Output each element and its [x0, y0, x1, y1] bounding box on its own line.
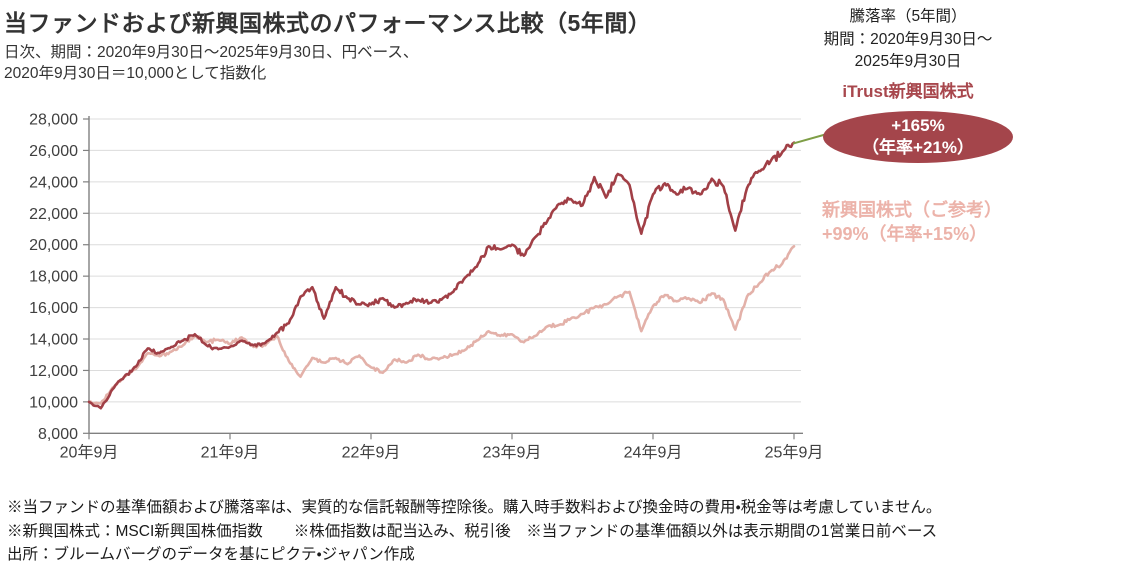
benchmark-return-label: 新興国株式（ご参考） +99%（年率+15%）	[822, 198, 1002, 246]
x-axis-label: 20年9月	[60, 443, 119, 461]
return-panel-period-line1: 期間：2020年9月30日～	[823, 30, 993, 48]
y-axis-label: 14,000	[29, 332, 78, 349]
chart-subtitle-line1: 日次、期間：2020年9月30日～2025年9月30日、円ベース、	[4, 44, 419, 61]
return-panel: 騰落率（5年間） 期間：2020年9月30日～ 2025年9月30日 iTrus…	[783, 6, 1033, 102]
return-panel-period-line2: 2025年9月30日	[854, 53, 962, 70]
y-axis-label: 18,000	[29, 269, 78, 286]
benchmark-return-value: +99%（年率+15%）	[822, 224, 988, 244]
chart-subtitle: 日次、期間：2020年9月30日～2025年9月30日、円ベース、 2020年9…	[4, 42, 651, 84]
y-axis-label: 8,000	[38, 426, 78, 443]
y-axis-label: 12,000	[29, 363, 78, 380]
footnote-line3: 出所：ブルームバーグのデータを基にピクテ・ジャパン作成	[7, 546, 415, 563]
fund-line-series	[87, 141, 796, 410]
x-axis-label: 25年9月	[765, 443, 824, 461]
y-axis-label: 26,000	[29, 143, 78, 160]
fund-name-label: iTrust新興国株式	[842, 81, 974, 101]
x-axis-label: 21年9月	[201, 443, 260, 461]
x-axis-label: 23年9月	[483, 443, 542, 461]
chart-subtitle-line2: 2020年9月30日＝10,000として指数化	[4, 65, 267, 82]
y-axis-label: 20,000	[29, 237, 78, 254]
chart-header: 当ファンドおよび新興国株式のパフォーマンス比較（5年間） 日次、期間：2020年…	[4, 4, 651, 84]
footnote-line1: ※当ファンドの基準価額および騰落率は、実質的な信託報酬等控除後。購入時手数料およ…	[7, 499, 942, 516]
y-axis-label: 24,000	[29, 174, 78, 191]
fund-return-annual: （年率+21%）	[862, 138, 974, 157]
x-axis-label: 22年9月	[342, 443, 401, 461]
callout-line	[792, 133, 828, 145]
chart-title: 当ファンドおよび新興国株式のパフォーマンス比較（5年間）	[4, 10, 652, 36]
fund-return-badge: +165% （年率+21%）	[823, 111, 1013, 163]
return-panel-title: 騰落率（5年間）	[849, 8, 967, 25]
footnotes: ※当ファンドの基準価額および騰落率は、実質的な信託報酬等控除後。購入時手数料およ…	[7, 496, 941, 567]
fund-return-value: +165%	[891, 116, 945, 135]
y-axis-label: 28,000	[29, 112, 78, 129]
index-line-series	[87, 245, 796, 405]
footnote-line2: ※新興国株式：MSCI新興国株価指数 ※株価指数は配当込み、税引後 ※当ファンド…	[7, 522, 938, 540]
y-axis-label: 16,000	[29, 300, 78, 317]
benchmark-name: 新興国株式（ご参考）	[822, 200, 1002, 220]
x-axis-label: 24年9月	[624, 443, 683, 461]
y-axis-label: 10,000	[29, 394, 78, 411]
y-axis-label: 22,000	[29, 206, 78, 223]
